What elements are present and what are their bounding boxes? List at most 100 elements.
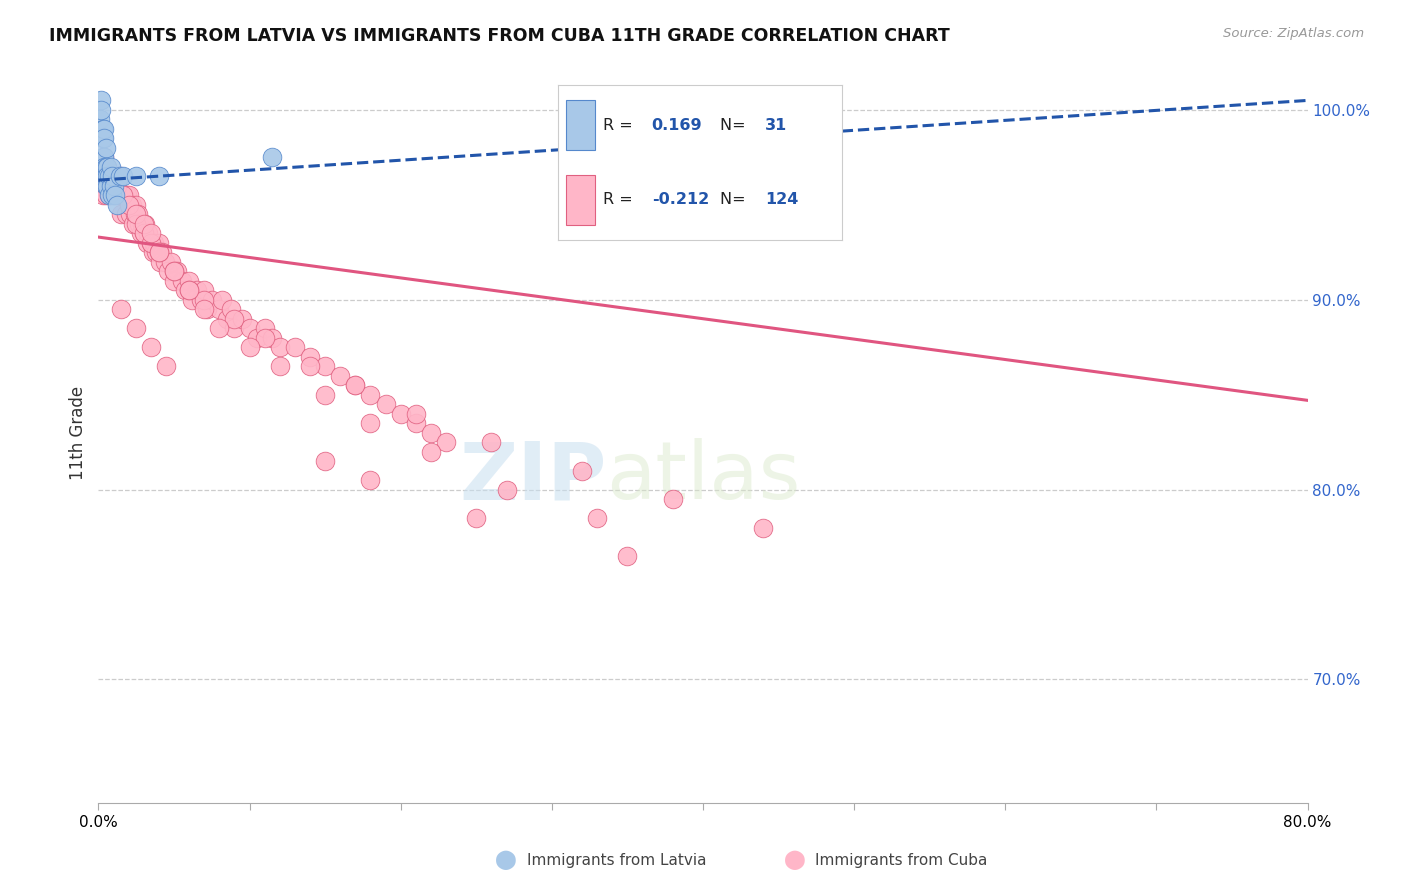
Point [108, 169, 131, 184]
Point [150, 245, 173, 260]
Point [190, 293, 212, 307]
Point [201, 293, 224, 307]
Point [110, 302, 132, 317]
Point [181, 293, 204, 307]
Point [100, 160, 122, 174]
Point [89, 112, 111, 127]
Point [125, 198, 148, 212]
Point [299, 350, 322, 364]
Point [110, 207, 132, 221]
Point [90, 103, 112, 117]
Point [134, 217, 156, 231]
Point [91, 131, 114, 145]
Point [163, 264, 186, 278]
Point [239, 340, 262, 354]
Point [115, 188, 138, 202]
Point [160, 254, 183, 268]
Point [262, 331, 284, 345]
Point [107, 188, 129, 202]
Point [262, 150, 284, 164]
Point [141, 340, 163, 354]
Point [94, 178, 117, 193]
Text: IMMIGRANTS FROM LATVIA VS IMMIGRANTS FROM CUBA 11TH GRADE CORRELATION CHART: IMMIGRANTS FROM LATVIA VS IMMIGRANTS FRO… [49, 27, 950, 45]
Point [211, 293, 233, 307]
Point [360, 416, 382, 430]
Point [127, 207, 149, 221]
Point [284, 340, 307, 354]
Point [495, 483, 517, 497]
Point [118, 198, 141, 212]
Point [434, 435, 457, 450]
Point [125, 207, 148, 221]
Point [145, 245, 167, 260]
Text: ⬤: ⬤ [495, 851, 517, 871]
Point [193, 283, 215, 297]
Point [148, 245, 170, 260]
Point [143, 235, 166, 250]
Point [179, 274, 201, 288]
Point [103, 188, 125, 202]
Point [110, 188, 132, 202]
Point [208, 321, 231, 335]
Point [105, 198, 128, 212]
Point [155, 359, 177, 374]
Point [91, 121, 114, 136]
Point [93, 121, 115, 136]
Point [193, 302, 215, 317]
Point [111, 188, 134, 202]
Point [111, 169, 134, 184]
Point [128, 217, 150, 231]
Point [314, 387, 336, 401]
Point [299, 359, 322, 374]
Point [132, 227, 155, 241]
Point [586, 511, 609, 525]
Text: Source: ZipAtlas.com: Source: ZipAtlas.com [1223, 27, 1364, 40]
Point [166, 264, 188, 278]
Point [101, 169, 124, 184]
Point [405, 407, 427, 421]
Point [121, 198, 143, 212]
Point [96, 160, 118, 174]
Point [93, 160, 115, 174]
Point [98, 169, 121, 184]
Point [129, 227, 152, 241]
Point [101, 188, 124, 202]
Point [239, 321, 262, 335]
Point [389, 407, 412, 421]
Point [98, 188, 121, 202]
Point [90, 178, 112, 193]
Point [94, 188, 117, 202]
Point [221, 302, 243, 317]
Point [405, 416, 427, 430]
Point [94, 169, 117, 184]
Point [91, 150, 114, 164]
Point [616, 549, 638, 563]
Point [103, 169, 125, 184]
Point [186, 283, 208, 297]
Point [132, 227, 155, 241]
Point [131, 217, 153, 231]
Point [93, 150, 115, 164]
Point [108, 169, 131, 184]
Point [125, 321, 148, 335]
Point [94, 169, 117, 184]
Point [179, 283, 201, 297]
Point [104, 169, 127, 184]
Point [125, 217, 148, 231]
Point [100, 169, 122, 184]
Point [360, 387, 382, 401]
Point [179, 283, 201, 297]
Point [215, 311, 238, 326]
Point [118, 188, 141, 202]
Point [148, 235, 170, 250]
Point [314, 454, 336, 468]
Point [93, 131, 115, 145]
Point [96, 169, 118, 184]
Point [360, 473, 382, 487]
Point [100, 169, 122, 184]
Point [100, 178, 122, 193]
Point [94, 160, 117, 174]
Point [114, 207, 136, 221]
Point [141, 227, 163, 241]
Text: Immigrants from Cuba: Immigrants from Cuba [815, 854, 988, 868]
